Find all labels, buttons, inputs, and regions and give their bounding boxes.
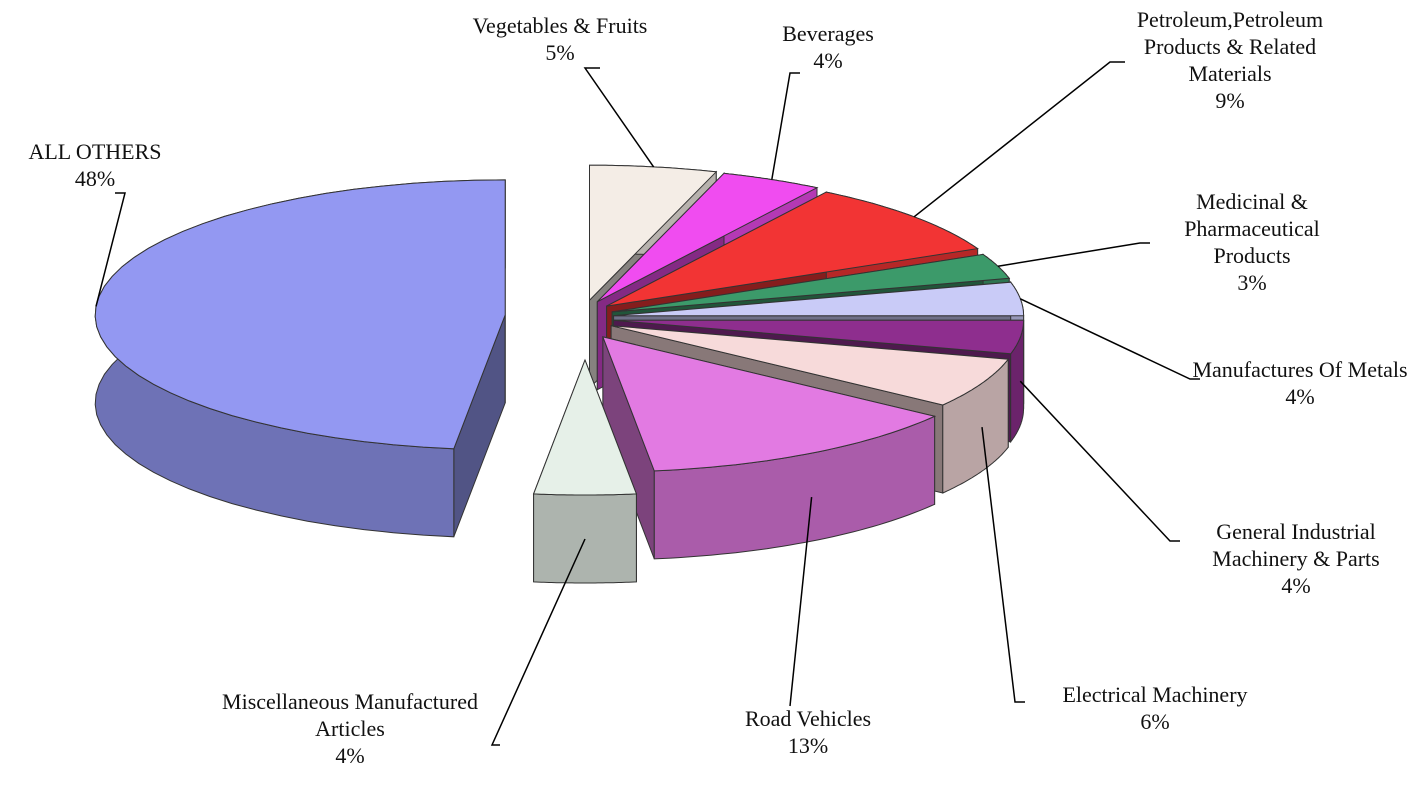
slice-label: Petroleum,Petroleum Products & Related M… [1105, 6, 1355, 114]
slice [532, 358, 638, 496]
slice [602, 336, 937, 472]
category-name: ALL OTHERS [28, 139, 162, 164]
slice-label: Beverages 4% [748, 20, 908, 74]
slice [613, 319, 1025, 355]
category-name: Road Vehicles [744, 706, 872, 731]
percent-label: 5% [545, 40, 575, 65]
category-name: Miscellaneous Manufactured Articles [222, 689, 478, 741]
percent-label: 13% [787, 733, 829, 758]
leader-line [789, 497, 813, 707]
leader-line [913, 61, 1125, 218]
percent-label: 9% [1215, 88, 1245, 113]
category-name: Electrical Machinery [1062, 682, 1248, 707]
percent-label: 48% [74, 166, 116, 191]
leader-line [583, 67, 655, 168]
category-name: Vegetables & Fruits [472, 13, 648, 38]
slice-label: Miscellaneous Manufactured Articles 4% [210, 688, 490, 769]
percent-label: 3% [1237, 270, 1267, 295]
slice-label: ALL OTHERS 48% [0, 138, 200, 192]
category-name: General Industrial Machinery & Parts [1212, 519, 1380, 571]
category-name: Petroleum,Petroleum Products & Related M… [1136, 7, 1324, 86]
leader-line [490, 538, 586, 746]
slice-label: Road Vehicles 13% [693, 705, 923, 759]
category-name: Manufactures Of Metals [1192, 357, 1408, 382]
slice-label: Manufactures Of Metals 4% [1190, 356, 1410, 410]
leader-line [1019, 380, 1180, 542]
slice [610, 325, 1010, 406]
percent-label: 4% [335, 743, 365, 768]
leader-line [1019, 298, 1200, 380]
slice-label: General Industrial Machinery & Parts 4% [1171, 518, 1421, 599]
slice-label: Vegetables & Fruits 5% [420, 12, 700, 66]
category-name: Medicinal & Pharmaceutical Products [1184, 189, 1320, 268]
leader-line [771, 72, 800, 180]
leader-line [981, 427, 1025, 703]
slice-label: Medicinal & Pharmaceutical Products 3% [1147, 188, 1357, 296]
leader-line [95, 192, 126, 307]
percent-label: 6% [1140, 709, 1170, 734]
slice-side [533, 493, 637, 584]
percent-label: 4% [1285, 384, 1315, 409]
leader-line [997, 242, 1150, 267]
percent-label: 4% [1281, 573, 1311, 598]
category-name: Beverages [782, 21, 874, 46]
slice-label: Electrical Machinery 6% [1020, 681, 1290, 735]
percent-label: 4% [813, 48, 843, 73]
